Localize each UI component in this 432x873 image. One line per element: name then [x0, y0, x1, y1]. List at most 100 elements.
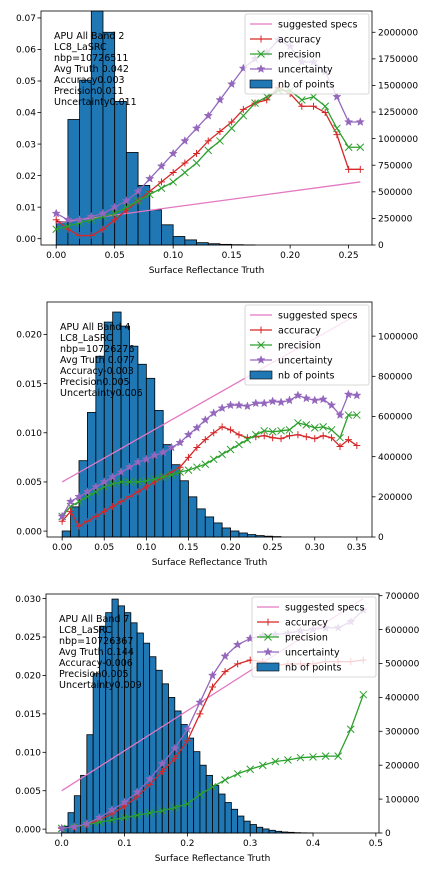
- data-point-uncertainty: [207, 670, 218, 680]
- data-point-uncertainty: [57, 823, 67, 833]
- data-point-accuracy: [310, 102, 318, 110]
- data-point-uncertainty: [82, 818, 92, 828]
- data-point-uncertainty: [145, 774, 155, 784]
- annotation-line: APU All Band 7: [59, 614, 129, 625]
- data-point-precision: [145, 809, 154, 817]
- data-point-accuracy: [87, 232, 95, 240]
- histogram-bar: [199, 764, 207, 834]
- data-point-uncertainty: [116, 467, 126, 477]
- y2-tick-label: 600000: [385, 626, 420, 636]
- histogram-bar: [193, 751, 201, 834]
- data-point-precision: [169, 178, 178, 186]
- histogram-bar: [168, 696, 176, 834]
- data-point-precision: [157, 184, 166, 193]
- data-point-uncertainty: [65, 496, 76, 506]
- data-point-precision: [142, 477, 151, 485]
- histogram-bar: [196, 508, 206, 538]
- annotation-line: nbp=10726276: [60, 344, 134, 355]
- data-point-precision: [201, 460, 210, 469]
- data-point-precision: [192, 159, 201, 167]
- y2-tick-label: 200000: [385, 761, 420, 771]
- y-tick-label: 0.05: [16, 77, 36, 87]
- legend-swatch-nb-of-points: [249, 79, 273, 89]
- data-point-uncertainty: [355, 117, 365, 126]
- data-point-precision: [346, 725, 355, 734]
- data-point-uncertainty: [182, 724, 193, 734]
- data-point-precision: [181, 168, 189, 177]
- histogram-bar: [268, 829, 276, 834]
- y-tick-label: 0.030: [15, 595, 41, 605]
- annotation-line: Accuracy-0.006: [59, 658, 133, 669]
- data-point-uncertainty: [251, 398, 261, 408]
- data-point-accuracy: [210, 429, 218, 437]
- data-point-accuracy: [158, 768, 166, 776]
- data-point-accuracy: [75, 522, 83, 530]
- data-point-uncertainty: [326, 400, 337, 410]
- data-point-accuracy: [333, 131, 341, 139]
- y2-tick-label: 300000: [385, 727, 420, 737]
- chart-panel-2: 0.00 0.05 0.10 0.15 0.20 0.25 0.30 0.35 0.000 0.0…: [16, 301, 418, 568]
- data-point-precision: [159, 473, 168, 481]
- x-tick-label: 0.05: [94, 543, 114, 553]
- data-point-uncertainty: [352, 390, 362, 400]
- x-tick-label: 0.4: [306, 839, 321, 849]
- data-point-precision: [352, 411, 361, 419]
- data-point-uncertainty: [156, 161, 167, 171]
- data-point-precision: [221, 776, 229, 784]
- data-point-precision: [208, 783, 217, 791]
- legend-label: nb of points: [285, 663, 341, 674]
- histogram-bar: [155, 669, 163, 834]
- y2-tick-label: 200000: [378, 493, 413, 503]
- annotation-line: Accuracy0.003: [54, 75, 125, 86]
- annotation-line: LC8_LaSRC: [60, 333, 113, 344]
- data-point-uncertainty: [192, 422, 202, 432]
- data-point-accuracy: [176, 463, 184, 471]
- data-point-uncertainty: [74, 214, 85, 224]
- y2-tick-label: 0: [378, 533, 384, 543]
- data-point-accuracy: [111, 216, 119, 224]
- annotation-line: Avg Truth 0.042: [54, 64, 129, 75]
- x-tick-label: 0.20: [221, 543, 241, 553]
- y2-tick-label: 750000: [378, 161, 413, 171]
- histogram-bar: [136, 632, 144, 834]
- data-point-accuracy: [228, 118, 236, 126]
- legend-label: accuracy: [285, 618, 328, 629]
- legend-box: [244, 13, 370, 95]
- legend-label: accuracy: [278, 35, 321, 46]
- x-tick-label: 0.1: [117, 839, 131, 849]
- data-point-accuracy: [126, 493, 134, 501]
- data-point-accuracy: [209, 683, 216, 691]
- x-tick-label: 0.3: [243, 839, 257, 849]
- data-point-uncertainty: [94, 812, 105, 822]
- data-point-accuracy: [117, 498, 125, 506]
- x-tick-label: 0.00: [46, 251, 66, 261]
- data-point-precision: [75, 219, 84, 227]
- data-point-precision: [183, 799, 192, 808]
- data-point-uncertainty: [175, 437, 185, 447]
- y2-tick-label: 400000: [385, 694, 420, 704]
- data-point-uncertainty: [110, 202, 120, 212]
- legend-box: [244, 304, 370, 386]
- data-point-precision: [309, 753, 317, 761]
- y2-tick-label: 100000: [385, 795, 420, 805]
- histogram-bar: [224, 802, 232, 834]
- data-point-precision: [226, 445, 235, 454]
- data-point-precision: [344, 143, 353, 152]
- data-point-uncertainty: [203, 110, 213, 120]
- data-point-uncertainty: [209, 408, 219, 418]
- data-point-precision: [310, 424, 319, 432]
- histogram-bar: [161, 224, 174, 246]
- x-tick-label: 0.25: [263, 543, 283, 553]
- y-tick-label: 0.010: [15, 749, 41, 759]
- data-point-uncertainty: [86, 211, 96, 221]
- histogram-bar: [212, 785, 220, 834]
- data-point-precision: [52, 225, 61, 234]
- x-tick-label: 0.05: [105, 251, 125, 261]
- histogram-bar: [230, 530, 240, 538]
- data-point-precision: [145, 190, 154, 199]
- y-tick-label: 0.000: [15, 825, 41, 835]
- data-point-precision: [334, 752, 343, 761]
- y-tick-label: 0.02: [16, 172, 36, 182]
- data-point-accuracy: [169, 168, 177, 176]
- data-point-uncertainty: [74, 491, 84, 501]
